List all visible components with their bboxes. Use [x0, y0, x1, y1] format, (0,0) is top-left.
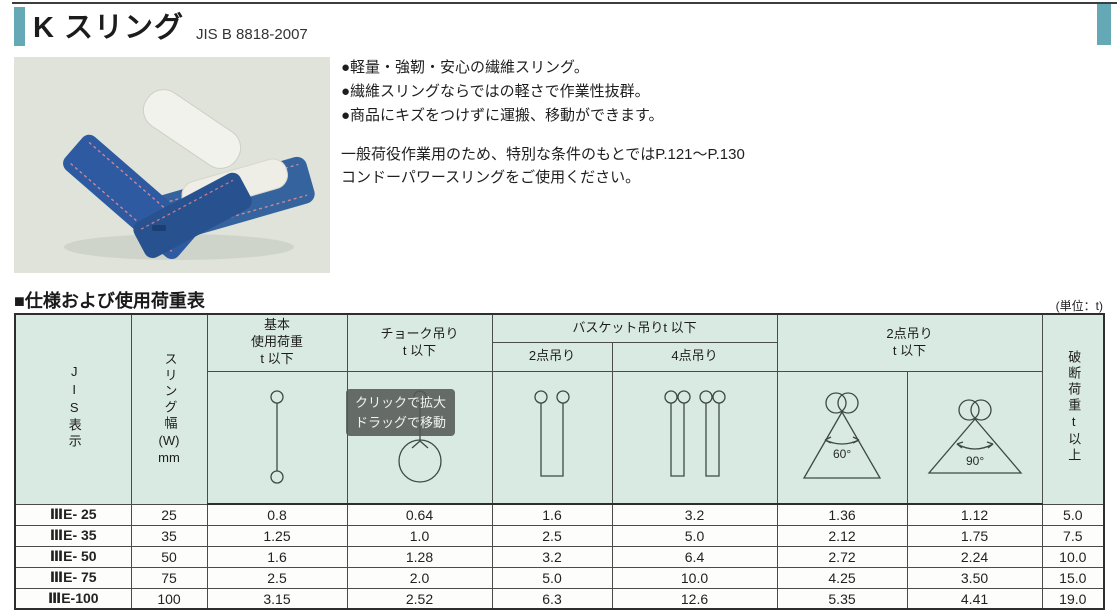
feature-bullet: ●繊維スリングならではの軽さで作業性抜群。 [341, 82, 650, 100]
two-leg-60-load-cell: 4.25 [776, 566, 908, 589]
sling-photo-illustration [14, 57, 330, 273]
header-basket-2pt: 2点吊り [491, 341, 613, 372]
two-leg-90-load-cell: 1.75 [906, 524, 1043, 547]
jis-display-cell: ⅢE- 50 [14, 545, 132, 568]
header-basic-load: 基本 使用荷重 t 以下 [206, 313, 348, 372]
usage-note-line1: 一般荷役作業用のため、特別な条件のもとではP.121～P.130 [341, 146, 745, 164]
spec-table[interactable]: JIS表示 スリング幅 (W) mm 基本 使用荷重 t 以下 チョーク吊り t… [14, 313, 1106, 610]
spec-table-body: ⅢE- 25 25 0.8 0.64 1.6 3.2 1.36 1.12 5.0 ⅢE- 35 35… [14, 503, 1105, 610]
jis-display-cell: ⅢE-100 [14, 587, 132, 610]
sling-width-cell: 50 [130, 545, 208, 568]
two-leg-90deg-icon: 90° [927, 399, 1022, 475]
header-jis-display: JIS表示 [14, 313, 132, 505]
basic-load-cell: 1.25 [206, 524, 348, 547]
feature-bullet: ●商品にキズをつけずに運搬、移動ができます。 [341, 106, 664, 124]
title-block: K スリング JIS B 8818-2007 [14, 6, 308, 46]
header-break-load: 破断荷重t以上 [1041, 313, 1105, 505]
basket-2pt-load-cell: 6.3 [491, 587, 613, 610]
basic-load-cell: 1.6 [206, 545, 348, 568]
break-load-cell: 19.0 [1041, 587, 1105, 610]
corner-index-tab [1097, 4, 1111, 45]
break-load-cell: 15.0 [1041, 566, 1105, 589]
basic-load-cell: 2.5 [206, 566, 348, 589]
choke-load-cell: 2.52 [346, 587, 493, 610]
table-row: ⅢE-100 100 3.15 2.52 6.3 12.6 5.35 4.41 19.0 [14, 587, 1105, 610]
tooltip-line1: クリックで拡大 [355, 395, 447, 410]
table-row: ⅢE- 75 75 2.5 2.0 5.0 10.0 4.25 3.50 15.0 [14, 566, 1105, 589]
basic-load-cell: 0.8 [206, 503, 348, 526]
basket-2pt-load-cell: 2.5 [491, 524, 613, 547]
page-title: K スリング [33, 12, 185, 45]
table-row: ⅢE- 25 25 0.8 0.64 1.6 3.2 1.36 1.12 5.0 [14, 503, 1105, 526]
two-leg-60-load-cell: 2.72 [776, 545, 908, 568]
basket-4pt-load-cell: 12.6 [611, 587, 778, 610]
two-leg-90-load-cell: 4.41 [906, 587, 1043, 610]
sling-width-cell: 35 [130, 524, 208, 547]
straight-lift-icon-cell [206, 370, 348, 506]
tooltip-line2: ドラッグで移動 [355, 414, 447, 430]
viewer-tooltip: クリックで拡大 ドラッグで移動 [346, 389, 456, 436]
choke-load-cell: 1.0 [346, 524, 493, 547]
straight-lift-icon [270, 390, 284, 485]
basic-load-cell: 3.15 [206, 587, 348, 610]
sling-width-cell: 25 [130, 503, 208, 526]
break-load-cell: 7.5 [1041, 524, 1105, 547]
two-leg-90-icon-cell: 90° [906, 370, 1043, 506]
choke-load-cell: 2.0 [346, 566, 493, 589]
basket-2pt-load-cell: 1.6 [491, 503, 613, 526]
choke-load-cell: 0.64 [346, 503, 493, 526]
header-two-leg-group: 2点吊り t 以下 [776, 313, 1043, 372]
two-leg-60-load-cell: 1.36 [776, 503, 908, 526]
top-rule [12, 2, 1117, 4]
basket-4pt-load-cell: 3.2 [611, 503, 778, 526]
product-photo[interactable] [14, 57, 330, 273]
header-sling-width: スリング幅 (W) mm [130, 313, 208, 505]
jis-display-cell: ⅢE- 25 [14, 503, 132, 526]
header-choke-hitch: チョーク吊り t 以下 [346, 313, 493, 372]
jis-display-cell: ⅢE- 35 [14, 524, 132, 547]
basket-4pt-load-cell: 10.0 [611, 566, 778, 589]
two-leg-90-load-cell: 2.24 [906, 545, 1043, 568]
basket-4pt-load-cell: 5.0 [611, 524, 778, 547]
basket-2point-icon [534, 390, 570, 478]
two-leg-60deg-icon: 60° [802, 392, 882, 480]
two-leg-90-load-cell: 1.12 [906, 503, 1043, 526]
usage-note-line2: コンドーパワースリングをご使用ください。 [341, 169, 641, 187]
basket-4point-icon [663, 390, 726, 478]
table-row: ⅢE- 50 50 1.6 1.28 3.2 6.4 2.72 2.24 10.0 [14, 545, 1105, 568]
unit-note: (単位：t) [1055, 299, 1103, 313]
two-leg-60-load-cell: 2.12 [776, 524, 908, 547]
two-leg-60-icon-cell: 60° [776, 370, 908, 506]
jis-display-cell: ⅢE- 75 [14, 566, 132, 589]
two-leg-90-load-cell: 3.50 [906, 566, 1043, 589]
sling-width-cell: 100 [130, 587, 208, 610]
header-basket-4pt: 4点吊り [611, 341, 778, 372]
spec-table-heading: ■仕様および使用荷重表 [14, 291, 205, 311]
two-leg-60-load-cell: 5.35 [776, 587, 908, 610]
table-row: ⅢE- 35 35 1.25 1.0 2.5 5.0 2.12 1.75 7.5 [14, 524, 1105, 547]
title-accent-bar [14, 7, 25, 46]
sling-width-cell: 75 [130, 566, 208, 589]
basket-4pt-icon-cell [611, 370, 778, 506]
basket-2pt-icon-cell [491, 370, 613, 506]
header-basket-group: バスケット吊りt 以下 [491, 313, 778, 343]
break-load-cell: 5.0 [1041, 503, 1105, 526]
basket-4pt-load-cell: 6.4 [611, 545, 778, 568]
angle-label-90: 90° [966, 454, 984, 468]
product-description: ●軽量・強靭・安心の繊維スリング。 ●繊維スリングならではの軽さで作業性抜群。 … [341, 57, 981, 190]
basket-2pt-load-cell: 5.0 [491, 566, 613, 589]
break-load-cell: 10.0 [1041, 545, 1105, 568]
jis-standard-label: JIS B 8818-2007 [196, 26, 308, 43]
choke-load-cell: 1.28 [346, 545, 493, 568]
basket-2pt-load-cell: 3.2 [491, 545, 613, 568]
angle-label-60: 60° [833, 447, 851, 461]
feature-bullet: ●軽量・強靭・安心の繊維スリング。 [341, 59, 589, 76]
